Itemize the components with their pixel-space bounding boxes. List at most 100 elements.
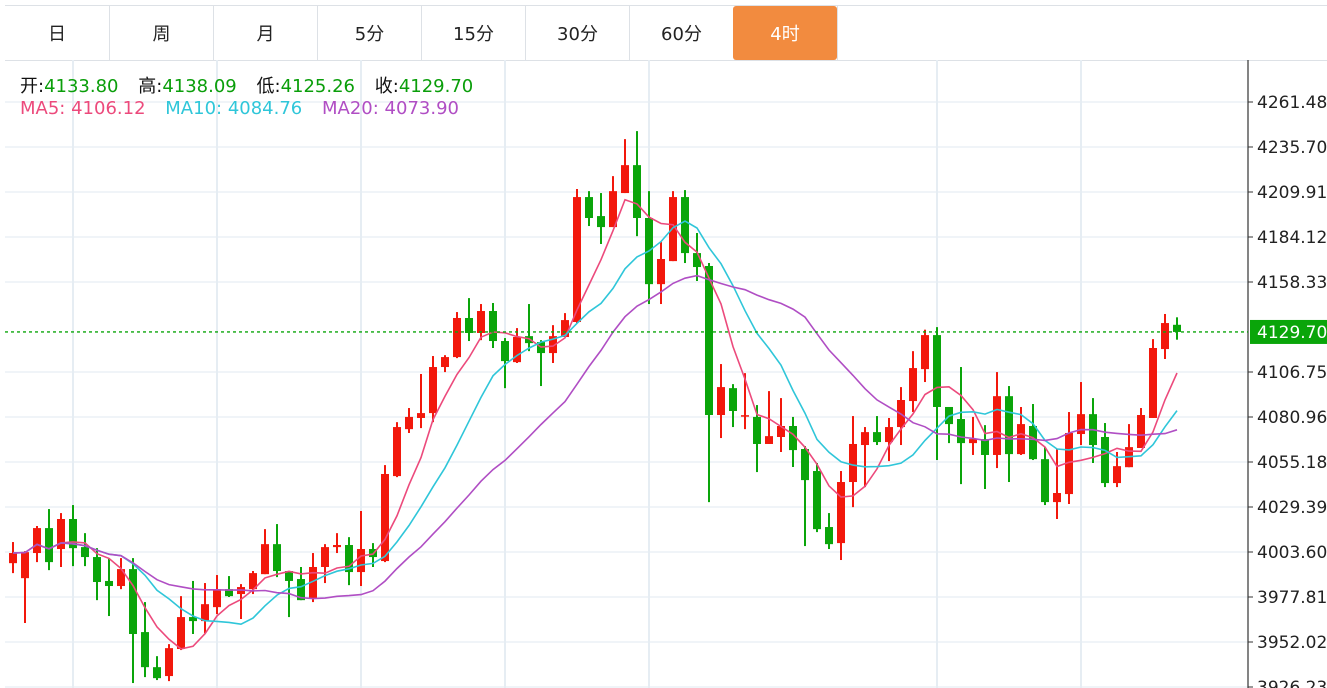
candle-up <box>441 355 449 373</box>
high-value: 4138.09 <box>162 76 237 97</box>
candle-body <box>825 527 833 545</box>
close-label: 收: <box>374 76 399 97</box>
candle-down <box>297 566 305 601</box>
candle-body <box>9 553 17 564</box>
candle-body <box>777 426 785 437</box>
candle-down <box>153 656 161 681</box>
candle-body <box>177 617 185 650</box>
candle-body <box>489 311 497 342</box>
tab-month[interactable]: 月 <box>213 6 317 60</box>
candle-up <box>573 189 581 324</box>
candle-down <box>1005 386 1013 483</box>
candle-body <box>957 419 965 444</box>
candle-down <box>141 602 149 678</box>
candle-body <box>117 569 125 587</box>
tab-week[interactable]: 周 <box>109 6 213 60</box>
candle-down <box>873 416 881 446</box>
candle-body <box>345 545 353 573</box>
candle-body <box>141 632 149 668</box>
candle-body <box>441 357 449 368</box>
y-tick-label: 4209.91 <box>1257 183 1327 203</box>
candle-down <box>465 298 473 342</box>
y-tick-label: 4184.12 <box>1257 228 1327 248</box>
candle-down <box>93 548 101 601</box>
candle-up <box>861 427 869 488</box>
candle-body <box>621 165 629 194</box>
tab-15min[interactable]: 15分 <box>421 6 525 60</box>
candle-body <box>1149 348 1157 418</box>
ma-legend: MA5: 4106.12 MA10: 4084.76 MA20: 4073.90 <box>20 98 459 119</box>
current-price-label: 4129.70 <box>1257 323 1327 343</box>
candle-up <box>1125 424 1133 468</box>
candle-up <box>657 242 665 305</box>
candle-down <box>945 406 953 444</box>
ma5-label: MA5: <box>20 98 66 119</box>
candle-down <box>525 304 533 352</box>
candle-body <box>717 387 725 416</box>
candle-up <box>381 465 389 563</box>
candle-up <box>213 575 221 615</box>
candle-up <box>9 542 17 574</box>
candle-body <box>921 335 929 370</box>
candle-down <box>1101 423 1109 488</box>
ohlc-legend: 开:4133.80 高:4138.09 低:4125.26 收:4129.70 <box>20 72 473 98</box>
y-tick-label: 3926.23 <box>1257 678 1327 688</box>
ma5-line <box>12 198 1178 650</box>
candle-up <box>393 422 401 478</box>
candle-body <box>321 547 329 567</box>
candle-down <box>129 558 137 684</box>
candle-body <box>549 336 557 354</box>
candle-body <box>1077 414 1085 435</box>
candle-body <box>189 617 197 622</box>
candle-body <box>837 482 845 544</box>
tab-30min[interactable]: 30分 <box>525 6 629 60</box>
candle-body <box>465 317 473 333</box>
candle-body <box>1029 426 1037 460</box>
candle-down <box>645 191 653 305</box>
candle-body <box>393 427 401 477</box>
candle-body <box>201 604 209 622</box>
candle-body <box>93 557 101 583</box>
candle-up <box>57 513 65 567</box>
candle-body <box>633 165 641 219</box>
candle-down <box>981 425 989 489</box>
candle-body <box>105 580 113 587</box>
candle-up <box>1053 449 1061 520</box>
candle-up <box>609 176 617 228</box>
candle-up <box>513 328 521 364</box>
candle-down <box>633 131 641 237</box>
candle-body <box>513 337 521 363</box>
ma10-line <box>12 220 1178 626</box>
open-label: 开: <box>20 76 45 97</box>
ma10-value: 4084.76 <box>227 98 303 119</box>
candle-up <box>429 356 437 423</box>
candle-body <box>225 589 233 597</box>
candle-body <box>573 197 581 323</box>
tab-day[interactable]: 日 <box>48 24 66 45</box>
candle-body <box>21 552 29 579</box>
candle-body <box>729 388 737 411</box>
candle-down <box>801 446 809 547</box>
candle-body <box>45 528 53 563</box>
y-tick-label: 3977.81 <box>1257 588 1327 608</box>
candle-body <box>57 519 65 550</box>
candle-up <box>741 373 749 430</box>
y-tick-label: 4055.18 <box>1257 453 1327 473</box>
open-value: 4133.80 <box>44 76 119 97</box>
candle-body <box>1005 396 1013 455</box>
candle-body <box>249 573 257 590</box>
candle-down <box>693 233 701 281</box>
candle-body <box>669 197 677 262</box>
candle-body <box>429 367 437 414</box>
candle-body <box>453 317 461 358</box>
candle-body <box>501 341 509 362</box>
y-tick-label: 4158.33 <box>1257 273 1327 293</box>
tab-4hour[interactable]: 4时 <box>733 6 837 60</box>
tab-5min[interactable]: 5分 <box>317 6 421 60</box>
candle-up <box>561 313 569 338</box>
tab-60min[interactable]: 60分 <box>629 6 733 60</box>
candle-up <box>885 417 893 462</box>
candle-body <box>1113 466 1121 484</box>
y-tick-label: 4235.70 <box>1257 138 1327 158</box>
